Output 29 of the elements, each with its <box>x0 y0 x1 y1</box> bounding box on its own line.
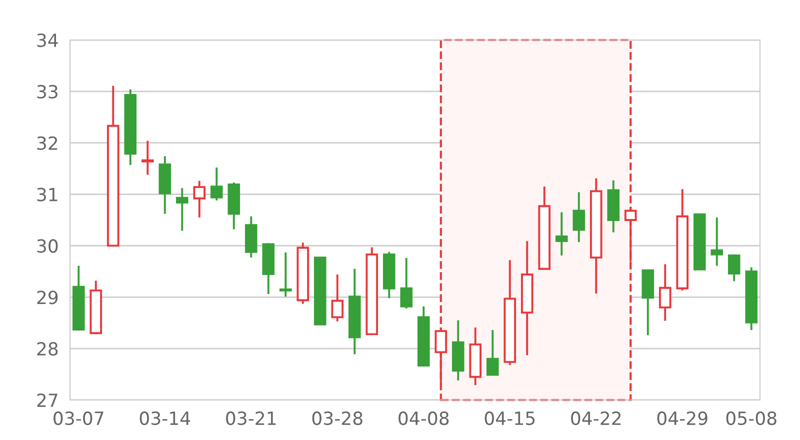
y-tick-label: 34 <box>37 33 58 48</box>
candlestick <box>555 211 568 256</box>
x-tick-label: 03-21 <box>226 411 276 426</box>
x-tick-label: 04-15 <box>484 411 535 426</box>
candlestick <box>176 187 188 232</box>
x-tick-label: 05-08 <box>726 411 776 426</box>
x-tick-label: 03-28 <box>312 411 362 426</box>
candlestick <box>348 268 361 356</box>
candlestick <box>607 179 620 234</box>
candlestick <box>141 140 154 176</box>
candlestick <box>452 319 464 382</box>
x-tick-label: 04-29 <box>657 411 708 426</box>
x-tick-label: 04-22 <box>571 411 621 426</box>
y-tick-label: 28 <box>37 342 58 356</box>
candlestick <box>158 155 172 215</box>
candlestick <box>658 263 672 322</box>
y-tick-label: 29 <box>37 290 58 304</box>
candlestick <box>520 240 534 356</box>
x-tick-label: 03-14 <box>140 411 190 426</box>
y-tick-label: 33 <box>37 84 58 99</box>
candlestick <box>590 177 602 295</box>
y-tick-label: 30 <box>37 239 58 253</box>
y-tick-label: 32 <box>37 136 58 150</box>
candlestick <box>572 191 586 244</box>
y-tick-label: 27 <box>37 393 58 407</box>
x-tick-label: 04-08 <box>398 411 449 426</box>
y-tick-label: 31 <box>37 188 58 202</box>
candlestick <box>710 216 724 267</box>
x-tick-label: 03-07 <box>54 411 104 426</box>
